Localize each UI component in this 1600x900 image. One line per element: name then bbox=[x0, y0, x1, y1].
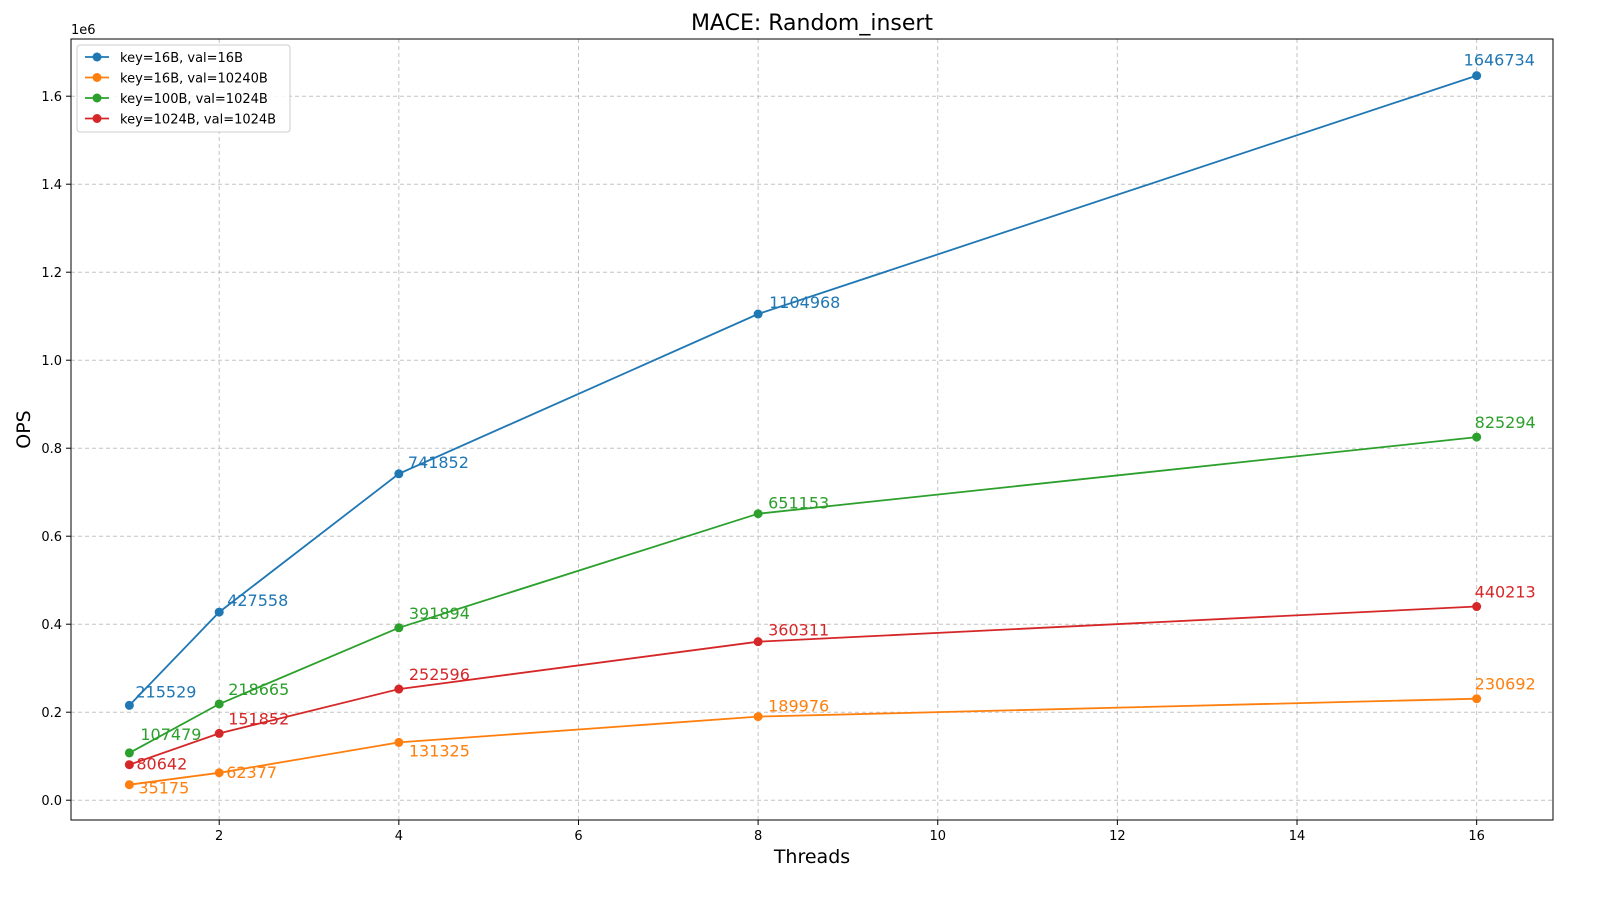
y-tick-label: 1.4 bbox=[41, 178, 62, 193]
data-label: 230692 bbox=[1475, 675, 1536, 694]
legend: key=16B, val=16B key=16B, val=10240B key=1… bbox=[76, 44, 291, 133]
data-label: 215529 bbox=[135, 682, 196, 701]
data-point bbox=[1472, 432, 1482, 442]
data-label: 218665 bbox=[228, 680, 289, 699]
data-label: 252596 bbox=[409, 665, 470, 684]
data-point bbox=[214, 699, 224, 709]
axis-ticks: 2 4 6 8 10 12 14 16 0.0 0.2 0.4 0.6 0.8 1.0 1.2 1.4 1.6 bbox=[41, 90, 1485, 844]
x-axis-label: Threads bbox=[773, 846, 850, 868]
y-tick-label: 1.2 bbox=[41, 266, 62, 281]
data-point bbox=[753, 712, 763, 722]
data-labels: 215529 427558 741852 1104968 1646734 35175 623… bbox=[135, 51, 1535, 798]
data-point bbox=[753, 637, 763, 647]
legend-swatch-marker bbox=[92, 114, 102, 123]
x-tick-label: 6 bbox=[574, 829, 582, 844]
data-label: 391894 bbox=[409, 604, 470, 623]
data-point bbox=[753, 509, 763, 519]
data-point bbox=[124, 780, 134, 790]
data-label: 427558 bbox=[227, 591, 288, 610]
data-label: 825294 bbox=[1475, 413, 1536, 432]
y-tick-label: 0.8 bbox=[41, 442, 62, 457]
x-tick-label: 12 bbox=[1109, 829, 1126, 844]
legend-box bbox=[76, 44, 291, 133]
data-label: 360311 bbox=[768, 621, 829, 640]
data-label: 741852 bbox=[408, 453, 469, 472]
data-point bbox=[1472, 602, 1482, 612]
y-tick-label: 1.6 bbox=[41, 90, 62, 105]
y-tick-label: 1.0 bbox=[41, 354, 62, 369]
data-point bbox=[124, 748, 134, 758]
data-label: 151852 bbox=[228, 709, 289, 728]
data-point bbox=[394, 623, 404, 633]
x-tick-label: 10 bbox=[929, 829, 946, 844]
legend-entry-label: key=1024B, val=1024B bbox=[120, 113, 276, 128]
data-label: 440213 bbox=[1475, 583, 1536, 602]
data-point bbox=[394, 737, 404, 747]
plot-area-frame bbox=[70, 38, 1554, 821]
data-label: 189976 bbox=[768, 697, 829, 716]
data-label: 131325 bbox=[409, 741, 470, 760]
legend-swatch-marker bbox=[92, 73, 102, 82]
data-label: 62377 bbox=[226, 763, 277, 782]
data-label: 1104968 bbox=[769, 293, 840, 312]
y-axis-label: OPS bbox=[13, 410, 35, 448]
data-point bbox=[214, 728, 224, 738]
legend-entry-label: key=100B, val=1024B bbox=[120, 92, 268, 107]
data-point bbox=[214, 768, 224, 778]
data-label: 107479 bbox=[140, 725, 201, 744]
x-tick-label: 2 bbox=[215, 829, 223, 844]
y-tick-label: 0.0 bbox=[41, 794, 62, 809]
data-point bbox=[124, 700, 134, 710]
legend-entry-label: key=16B, val=10240B bbox=[120, 72, 268, 87]
data-label: 80642 bbox=[136, 755, 187, 774]
x-tick-label: 14 bbox=[1289, 829, 1306, 844]
data-label: 35175 bbox=[138, 779, 189, 798]
data-point bbox=[394, 684, 404, 694]
legend-entry-label: key=16B, val=16B bbox=[120, 51, 243, 66]
chart-title: MACE: Random_insert bbox=[691, 11, 933, 36]
data-point bbox=[1472, 71, 1482, 81]
x-tick-label: 8 bbox=[754, 829, 762, 844]
data-point bbox=[394, 469, 404, 479]
data-point bbox=[1472, 694, 1482, 704]
y-tick-label: 0.4 bbox=[41, 618, 62, 633]
data-label: 1646734 bbox=[1464, 51, 1535, 70]
data-point bbox=[214, 607, 224, 617]
x-tick-label: 4 bbox=[395, 829, 403, 844]
y-tick-label: 0.2 bbox=[41, 706, 62, 721]
data-label: 651153 bbox=[768, 494, 829, 513]
legend-swatch-marker bbox=[92, 52, 102, 62]
data-point bbox=[124, 760, 134, 770]
data-point bbox=[753, 309, 763, 319]
y-axis-scale-factor: 1e6 bbox=[71, 23, 96, 38]
legend-swatch-marker bbox=[92, 93, 102, 103]
y-tick-label: 0.6 bbox=[41, 530, 62, 545]
series-lines bbox=[124, 71, 1482, 790]
x-tick-label: 16 bbox=[1468, 829, 1485, 844]
